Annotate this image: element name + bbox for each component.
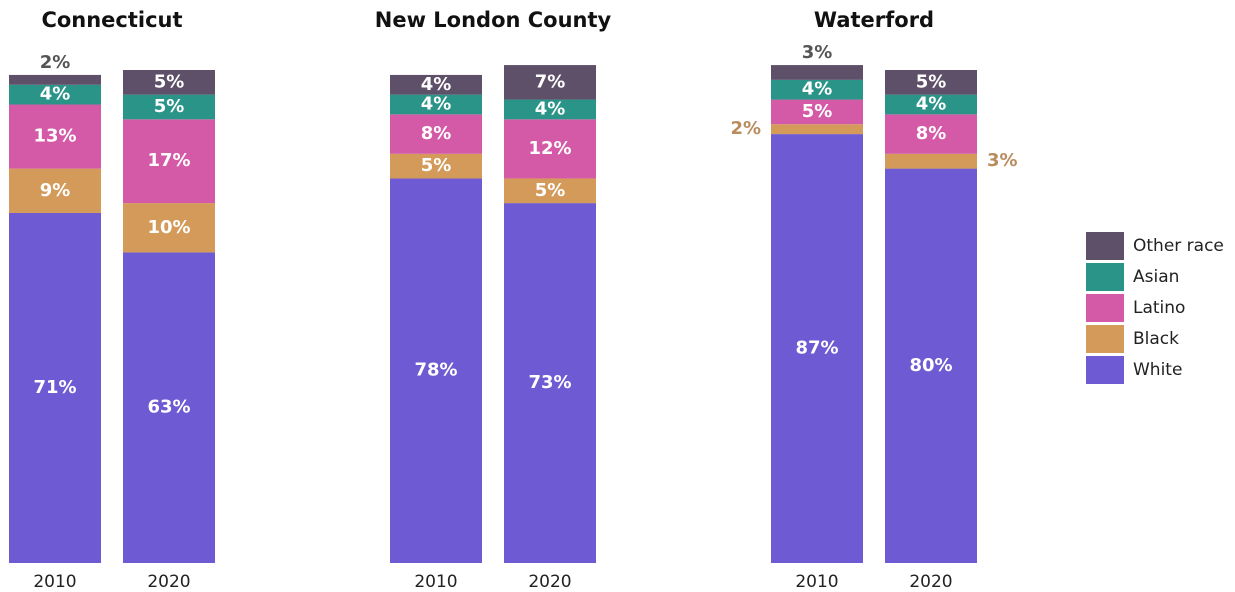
- bar-segment: [771, 79, 863, 100]
- data-label: 4%: [421, 74, 452, 95]
- data-label: 4%: [802, 79, 833, 100]
- bar-segment: [390, 178, 482, 563]
- x-tick-label: 2010: [414, 572, 457, 592]
- bar-segment: [123, 94, 215, 120]
- legend-label: White: [1133, 360, 1182, 380]
- legend-label: Asian: [1133, 267, 1179, 287]
- bar-segment: [504, 178, 596, 204]
- bar-segment: [390, 114, 482, 154]
- data-label: 17%: [147, 150, 190, 171]
- bar-segment: [885, 168, 977, 563]
- legend-swatch: [1086, 325, 1124, 353]
- data-label: 3%: [987, 150, 1018, 171]
- bar-segment: [390, 153, 482, 179]
- bar-segment: [9, 104, 101, 169]
- bar-segment: [885, 114, 977, 154]
- x-tick-label: 2010: [795, 572, 838, 592]
- data-label: 63%: [147, 397, 190, 418]
- data-label: 13%: [33, 126, 76, 147]
- data-label: 73%: [528, 372, 571, 393]
- bar-segment: [9, 212, 101, 563]
- data-label: 4%: [40, 84, 71, 105]
- legend-label: Latino: [1133, 298, 1185, 318]
- data-label: 8%: [421, 123, 452, 144]
- data-label: 4%: [535, 98, 566, 119]
- panel-title: New London County: [375, 8, 612, 32]
- legend-swatch: [1086, 263, 1124, 291]
- legend-swatch: [1086, 232, 1124, 260]
- legend-label: Other race: [1133, 236, 1224, 256]
- data-label: 10%: [147, 217, 190, 238]
- data-label: 5%: [802, 101, 833, 122]
- bar-segment: [9, 168, 101, 213]
- data-label: 78%: [414, 360, 457, 381]
- data-label: 5%: [421, 155, 452, 176]
- bar-segment: [123, 119, 215, 204]
- data-label: 5%: [154, 96, 185, 117]
- legend-label: Black: [1133, 329, 1179, 349]
- data-label: 12%: [528, 138, 571, 159]
- bar-segment: [123, 252, 215, 563]
- bar-segment: [771, 134, 863, 563]
- legend-swatch: [1086, 294, 1124, 322]
- bar-segment: [771, 65, 863, 80]
- data-label: 87%: [795, 338, 838, 359]
- data-label: 8%: [916, 123, 947, 144]
- bar-segment: [771, 124, 863, 135]
- x-tick-label: 2020: [147, 572, 190, 592]
- data-label: 2%: [40, 52, 71, 73]
- bar-segment: [504, 65, 596, 100]
- data-label: 2%: [730, 118, 761, 139]
- bar-segment: [885, 94, 977, 115]
- legend-swatch: [1086, 356, 1124, 384]
- bar-segment: [390, 94, 482, 115]
- panel-title: Waterford: [814, 8, 934, 32]
- data-label: 5%: [916, 71, 947, 92]
- bar-segment: [885, 70, 977, 95]
- data-label: 9%: [40, 180, 71, 201]
- x-tick-label: 2020: [528, 572, 571, 592]
- bar-segment: [9, 84, 101, 105]
- x-tick-label: 2020: [909, 572, 952, 592]
- bar-segment: [9, 74, 101, 85]
- data-label: 5%: [154, 71, 185, 92]
- panel-title: Connecticut: [41, 8, 182, 32]
- bar-segment: [504, 119, 596, 179]
- data-label: 5%: [535, 180, 566, 201]
- data-label: 7%: [535, 71, 566, 92]
- bar-segment: [123, 203, 215, 253]
- data-label: 4%: [916, 94, 947, 115]
- data-label: 3%: [802, 42, 833, 63]
- x-tick-label: 2010: [33, 572, 76, 592]
- bar-segment: [504, 203, 596, 564]
- bar-segment: [885, 153, 977, 169]
- data-label: 71%: [33, 377, 76, 398]
- bar-segment: [390, 74, 482, 95]
- bar-segment: [504, 99, 596, 120]
- data-label: 4%: [421, 94, 452, 115]
- data-label: 80%: [909, 355, 952, 376]
- bar-segment: [123, 70, 215, 95]
- bar-segment: [771, 99, 863, 125]
